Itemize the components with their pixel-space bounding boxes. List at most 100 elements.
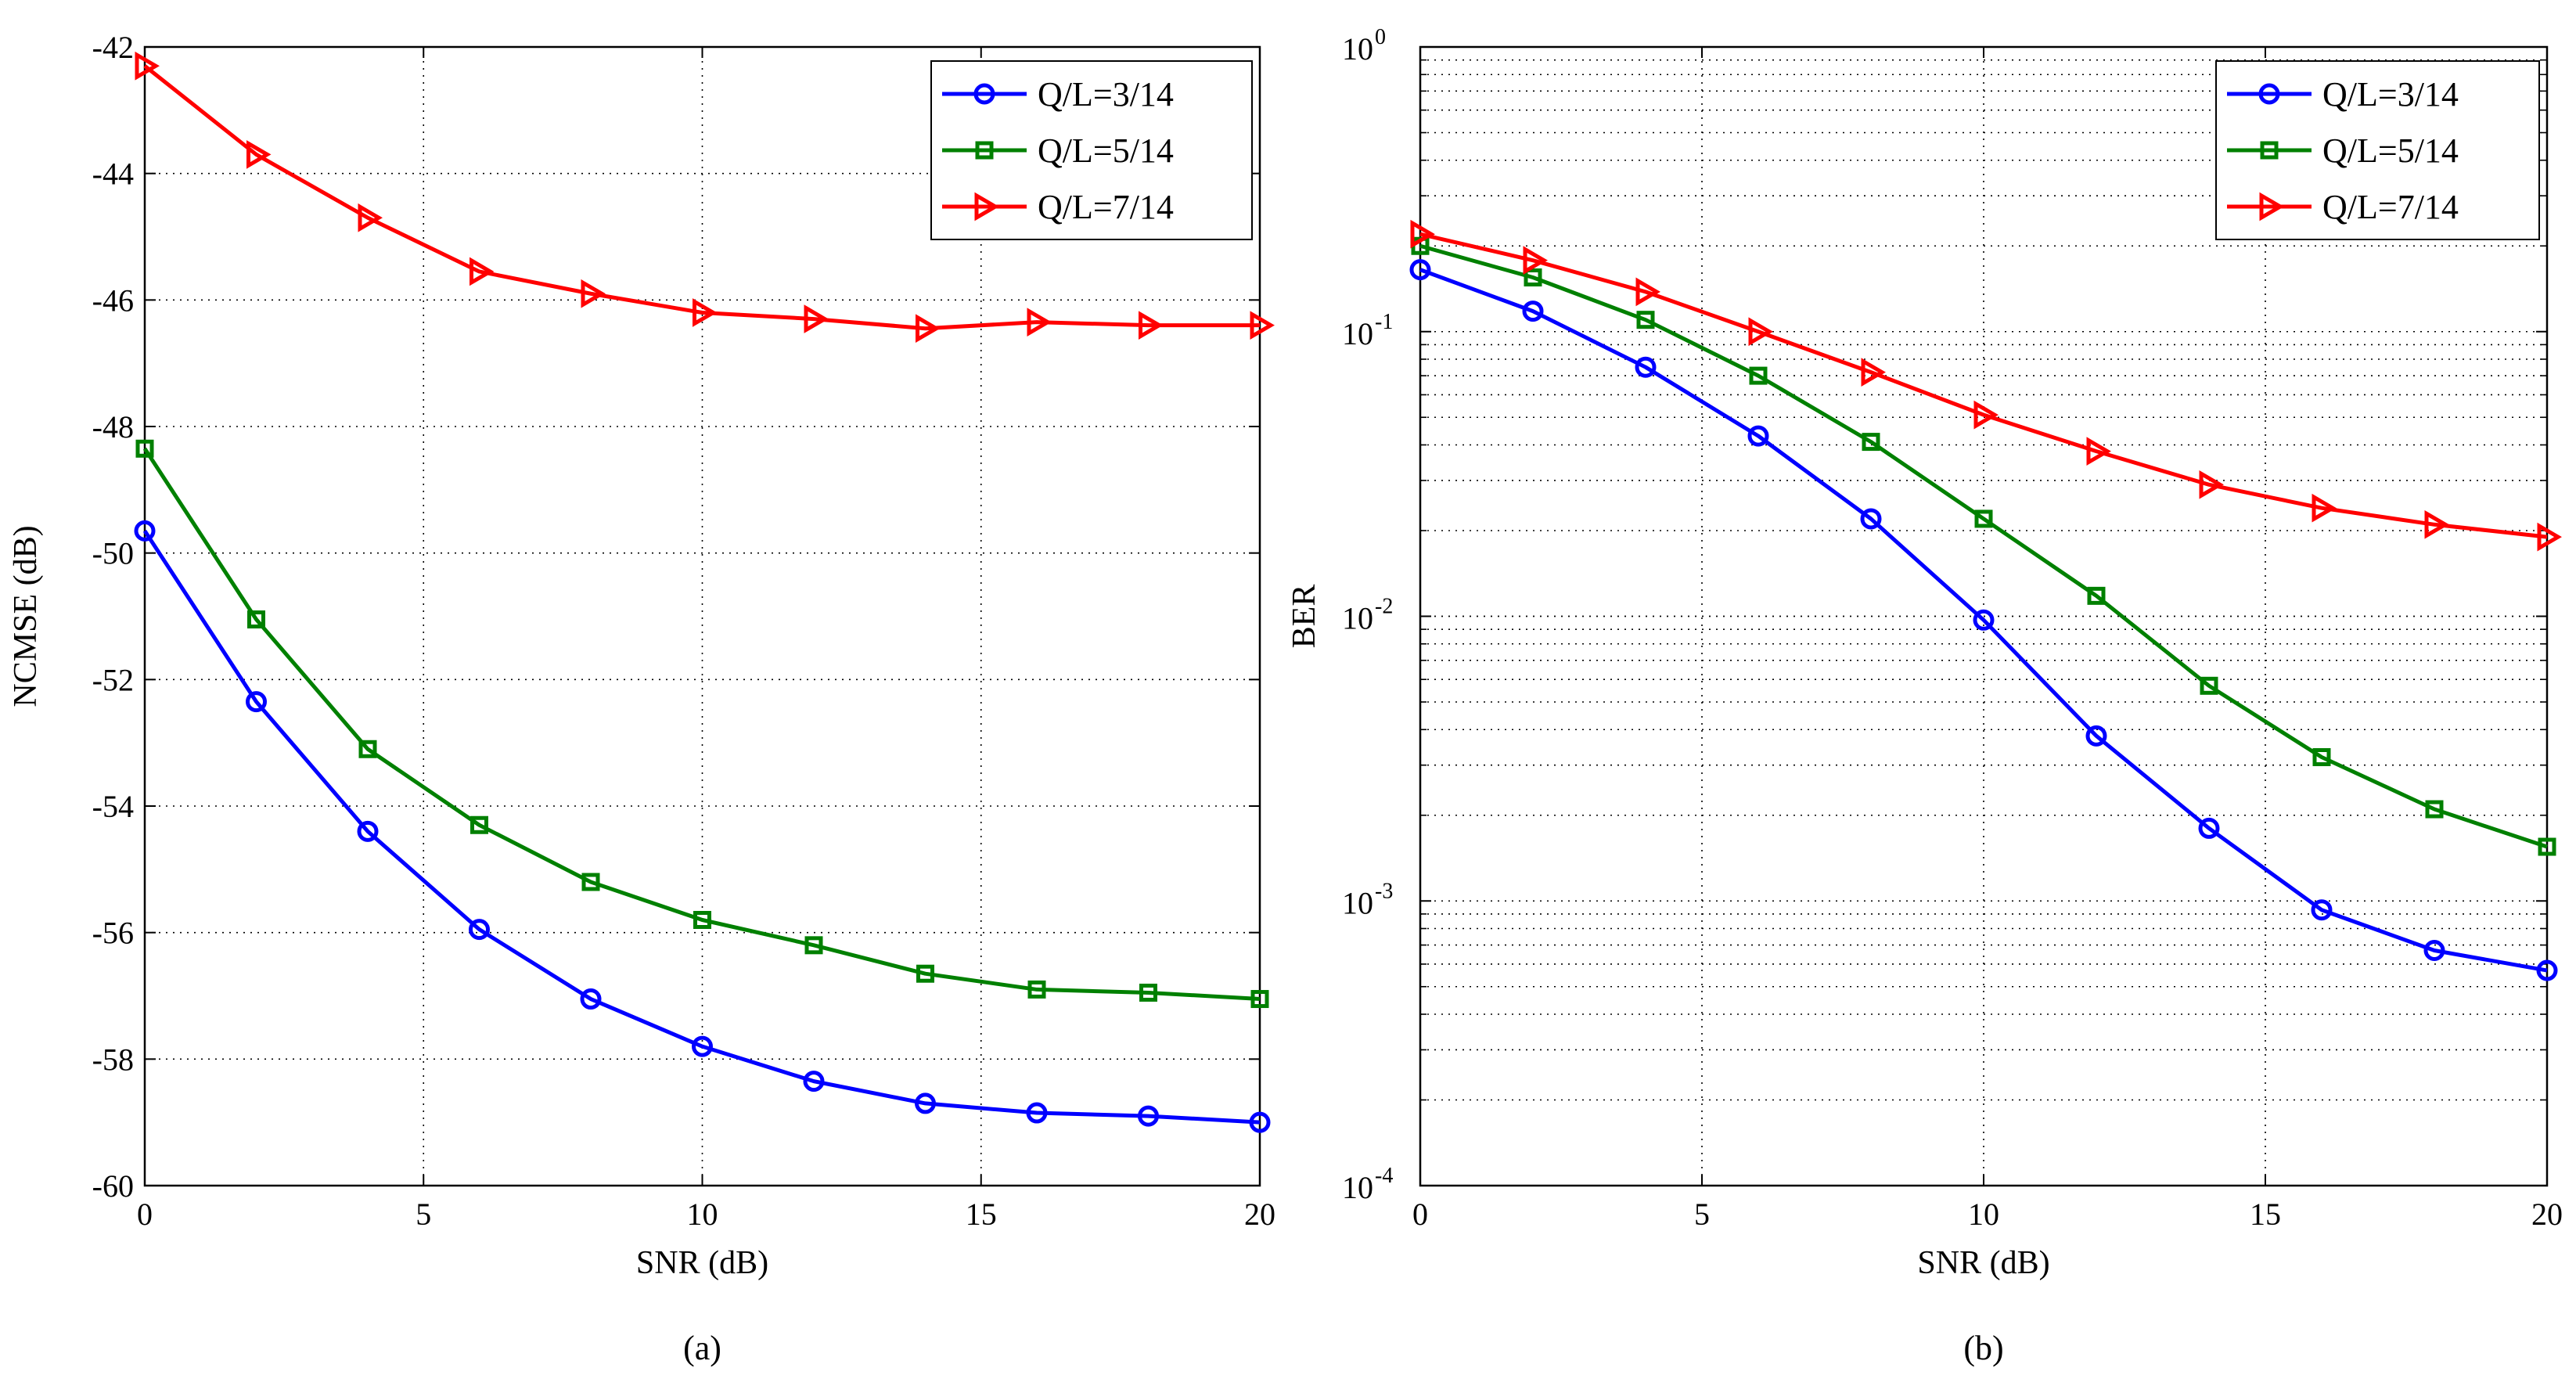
legend-marker <box>2259 192 2284 221</box>
x-tick-label: 0 <box>1412 1197 1428 1232</box>
y-tick-label: -54 <box>92 789 134 824</box>
y-tick-label: -44 <box>92 157 134 192</box>
data-point <box>2538 837 2556 856</box>
x-axis-label: SNR (dB) <box>636 1245 768 1281</box>
data-point <box>2537 522 2562 552</box>
x-tick-label: 5 <box>416 1197 431 1232</box>
x-tick-label: 5 <box>1694 1197 1710 1232</box>
data-point <box>1523 246 1548 275</box>
chart-a: 0 5 10 15 20 -60 -58 -56 -54 -52 -50 -48 -46 -44 -42 SN… <box>8 30 1275 1367</box>
series-2 <box>135 439 1269 1009</box>
data-point <box>916 314 941 344</box>
data-point <box>135 439 154 458</box>
series-3 <box>1410 219 2562 552</box>
series-line <box>1419 243 2548 849</box>
data-point <box>1409 259 1431 281</box>
y-tick-label: -50 <box>92 536 134 571</box>
data-point <box>1635 277 1660 307</box>
subfigure-caption: (b) <box>1963 1329 2003 1367</box>
data-point <box>2312 748 2331 767</box>
x-tick-label: 10 <box>687 1197 718 1232</box>
data-point <box>1027 308 1052 337</box>
legend-item: Q/L=5/14 <box>2227 131 2459 170</box>
legend-label: Q/L=7/14 <box>2322 188 2459 226</box>
data-point <box>1524 268 1542 287</box>
y-tick-label: -52 <box>92 662 134 697</box>
data-point <box>470 815 488 834</box>
y-tick-label: 10 0 <box>1342 25 1386 67</box>
data-point <box>693 911 711 929</box>
y-tick-label: -46 <box>92 283 134 318</box>
data-point <box>1748 317 1773 347</box>
grid <box>1420 47 2547 1186</box>
data-point <box>357 820 379 842</box>
x-tick-label: 20 <box>1244 1197 1275 1232</box>
legend: Q/L=3/14 Q/L=5/14 Q/L=7/14 <box>2215 60 2540 240</box>
data-point <box>804 936 823 955</box>
y-tick-label: -60 <box>92 1168 134 1204</box>
y-tick-label: 10 -3 <box>1342 879 1393 920</box>
series-line <box>142 447 1261 1002</box>
y-tick-label: -42 <box>92 30 134 65</box>
legend-item: Q/L=7/14 <box>942 188 1174 226</box>
data-point <box>1410 219 1435 249</box>
x-tick-label: 15 <box>966 1197 997 1232</box>
data-point <box>693 298 718 327</box>
legend-label: Q/L=3/14 <box>2322 75 2459 113</box>
y-tick-exponent: -3 <box>1375 879 1393 903</box>
data-point <box>2423 940 2445 962</box>
data-point <box>2425 800 2444 819</box>
data-point <box>2536 959 2558 981</box>
legend-label: Q/L=3/14 <box>1038 75 1174 113</box>
y-tick-base: 10 <box>1342 601 1373 636</box>
data-point <box>1249 1111 1271 1133</box>
data-point <box>135 51 160 81</box>
legend-label: Q/L=7/14 <box>1038 188 1174 226</box>
series-1 <box>134 520 1271 1133</box>
data-point <box>1250 990 1269 1009</box>
data-point <box>246 140 272 169</box>
series-3 <box>135 51 1275 344</box>
y-tick-base: 10 <box>1342 31 1373 67</box>
subfigure-caption: (a) <box>683 1329 721 1367</box>
data-point <box>1974 509 1993 528</box>
data-point <box>581 279 606 308</box>
data-point <box>469 919 490 941</box>
data-point <box>1749 366 1768 385</box>
data-point <box>1139 983 1157 1002</box>
legend: Q/L=3/14 Q/L=5/14 Q/L=7/14 <box>930 60 1253 240</box>
y-tick-label: 10 -1 <box>1342 310 1393 351</box>
data-point <box>134 520 156 542</box>
y-tick-label: -48 <box>92 409 134 445</box>
data-point <box>2424 509 2449 539</box>
data-point <box>803 1071 825 1092</box>
legend-marker <box>2260 141 2279 160</box>
legend-marker <box>973 83 995 105</box>
data-point <box>692 1035 713 1057</box>
data-point <box>1250 311 1275 340</box>
data-point <box>2199 470 2224 499</box>
y-tick-base: 10 <box>1342 1170 1373 1205</box>
y-tick-label: 10 -4 <box>1342 1164 1393 1205</box>
data-point <box>2200 676 2218 695</box>
data-point <box>2198 817 2220 839</box>
y-tick-base: 10 <box>1342 885 1373 920</box>
grid <box>145 47 1260 1186</box>
data-point <box>2087 586 2106 605</box>
series-line <box>1419 268 2548 973</box>
data-point <box>1636 311 1655 329</box>
series-2 <box>1411 236 2556 856</box>
data-point <box>1862 433 1880 452</box>
data-point <box>1027 980 1046 999</box>
x-tick-label: 0 <box>137 1197 153 1232</box>
data-point <box>1861 358 1886 387</box>
y-tick-exponent: -4 <box>1375 1164 1393 1188</box>
data-point <box>1635 356 1657 378</box>
legend-item: Q/L=3/14 <box>942 75 1174 113</box>
data-point <box>580 988 602 1010</box>
y-tick-label: -58 <box>92 1042 134 1077</box>
x-tick-label: 20 <box>2531 1197 2563 1232</box>
data-point <box>916 964 934 983</box>
